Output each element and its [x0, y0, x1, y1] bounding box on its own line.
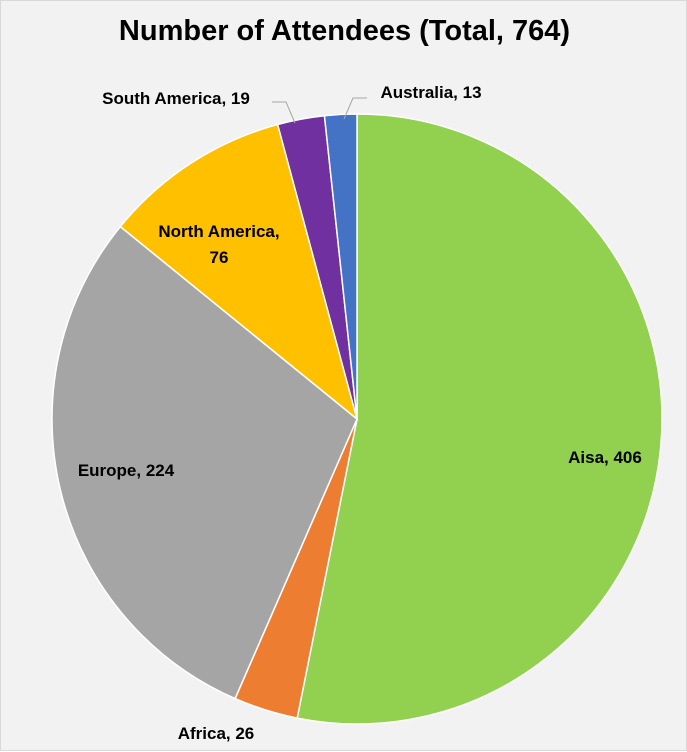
leader-line-australia [343, 97, 367, 120]
data-label-africa: Africa, 26 [178, 724, 255, 743]
data-label-line: North America, [158, 222, 279, 241]
data-label-aisa: Aisa, 406 [568, 448, 642, 467]
leader-lines [272, 97, 367, 124]
chart-title: Number of Attendees (Total, 764) [118, 15, 571, 47]
data-labels: Aisa, 406 Africa, 26 Europe, 224 North Amer… [78, 83, 642, 743]
slice-australia [323, 113, 358, 420]
data-label-australia: Australia, 13 [380, 83, 481, 102]
data-label-south-america: South America, 19 [102, 89, 250, 108]
slice-north-america [119, 123, 359, 422]
data-label-europe: Europe, 224 [78, 461, 175, 480]
leader-line-south-america [272, 101, 296, 124]
data-label-line: 76 [210, 248, 229, 267]
data-label-north-america: North America, 76 [158, 222, 279, 267]
pie-slices [51, 113, 663, 725]
slice-europe [51, 225, 358, 700]
slice-aisa [296, 113, 663, 725]
